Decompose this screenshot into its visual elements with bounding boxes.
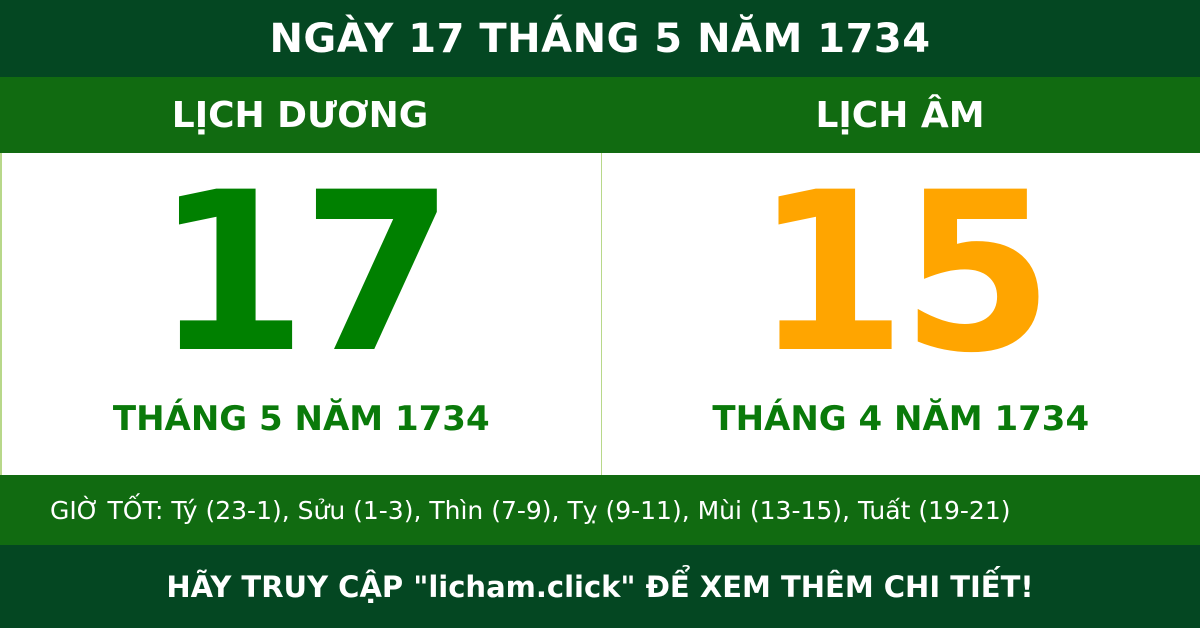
lunar-day: 15 (753, 145, 1054, 401)
lunar-heading: LỊCH ÂM (815, 94, 985, 136)
lunar-panel: 15 THÁNG 4 NĂM 1734 (602, 153, 1200, 475)
solar-day: 17 (154, 145, 454, 401)
solar-heading: LỊCH DƯƠNG (171, 94, 429, 136)
solar-panel: 17 THÁNG 5 NĂM 1734 (2, 153, 602, 475)
solar-month-year: THÁNG 5 NĂM 1734 (112, 399, 490, 439)
page-title: NGÀY 17 THÁNG 5 NĂM 1734 (0, 0, 1200, 77)
lunar-month-year: THÁNG 4 NĂM 1734 (712, 399, 1090, 439)
good-hours: GIỜ TỐT: Tý (23-1), Sửu (1-3), Thìn (7-9… (0, 475, 1200, 545)
footer-cta: HÃY TRUY CẬP "licham.click" ĐỂ XEM THÊM … (0, 545, 1200, 628)
calendar-headings: LỊCH DƯƠNG LỊCH ÂM (0, 77, 1200, 153)
calendar-panels: 17 THÁNG 5 NĂM 1734 15 THÁNG 4 NĂM 1734 (0, 153, 1200, 475)
